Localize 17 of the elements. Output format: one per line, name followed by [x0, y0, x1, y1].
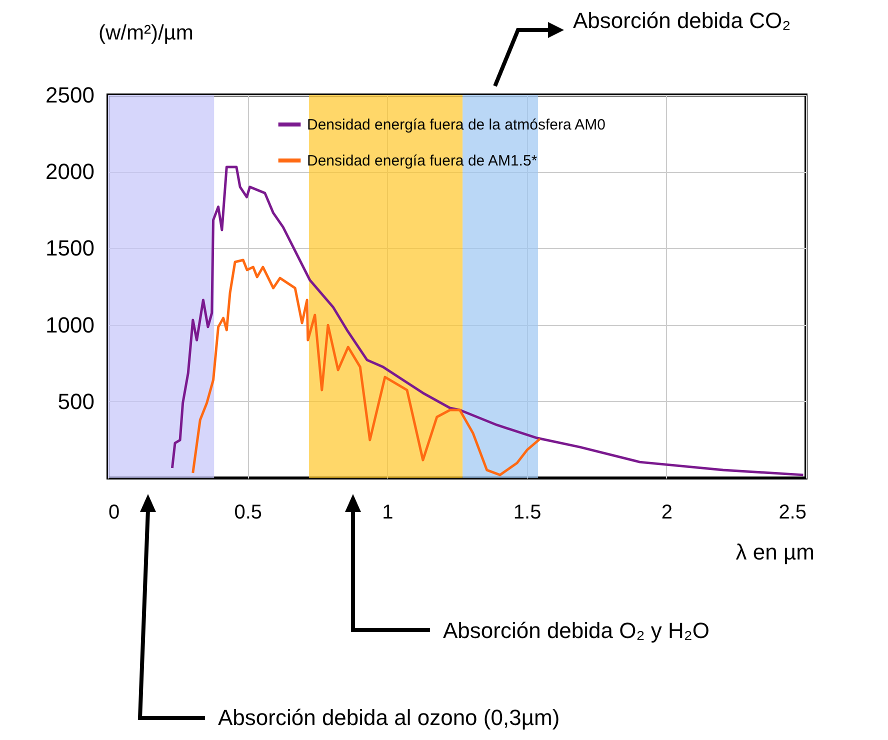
x-axis-title: λ en µm [736, 540, 814, 564]
x-tick-label: 1.5 [513, 502, 542, 524]
y-tick-label: 2000 [46, 159, 94, 184]
y-tick-label: 2500 [46, 82, 94, 108]
y-tick-label: 500 [58, 388, 94, 414]
x-tick-label: 1 [382, 502, 394, 524]
x-tick-label: 2 [661, 502, 672, 524]
text: Absorción debida O₂ y H₂O [443, 618, 710, 644]
x-tick-label: 0 [108, 502, 120, 524]
y-tick-label: 1500 [46, 236, 94, 261]
text: Absorción debida CO₂ [573, 8, 791, 34]
x-tick-label: 2.5 [778, 502, 806, 524]
line-series [192, 258, 542, 476]
y-axis-title: (w/m²)/µm [98, 22, 194, 44]
text: Absorción debida al ozono (0,3µm) [218, 705, 560, 731]
y-tick-label: 1000 [46, 312, 94, 338]
x-tick-label: 0.5 [234, 502, 262, 524]
